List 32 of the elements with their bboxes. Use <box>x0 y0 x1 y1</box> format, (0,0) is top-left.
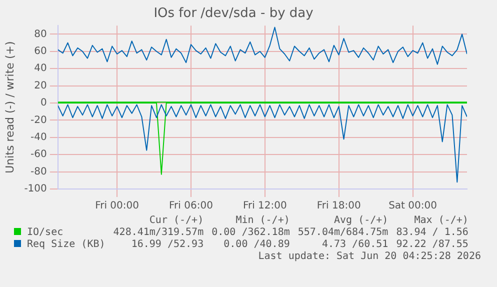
x-tick-label: Fri 00:00 <box>95 200 140 212</box>
text: 16.99 /52.93 <box>130 239 205 251</box>
text: 428.41m/319.57m <box>112 227 205 239</box>
y-axis-title: Units read (-) / write (+) <box>3 41 16 174</box>
x-tick-label: Sat 00:00 <box>388 200 437 212</box>
legend-label: Req Size (KB) <box>26 239 106 251</box>
text: 0.00 /362.18m <box>210 227 291 239</box>
y-tick-label: 20 <box>34 80 47 92</box>
text: 557.04m/684.75m <box>296 227 390 239</box>
y-tick-label: -100 <box>24 184 47 195</box>
text: Max (-/+) <box>413 215 470 227</box>
text: 0.00 /40.89 <box>222 239 291 251</box>
text: 83.94 / 1.56 <box>395 227 470 239</box>
x-tick-label: Fri 06:00 <box>169 200 213 212</box>
chart-title: IOs for /dev/sda - by day <box>154 6 314 22</box>
y-tick-label: -40 <box>30 132 47 143</box>
y-tick-label: 40 <box>34 63 47 74</box>
y-tick-label: 60 <box>34 46 47 57</box>
y-tick-label: -20 <box>30 114 47 126</box>
text: 92.22 /87.55 <box>395 239 470 251</box>
text: Last update: Sat Jun 20 04:25:28 2026 <box>257 251 482 263</box>
y-tick-label: 80 <box>34 28 47 40</box>
legend-label: IO/sec <box>26 227 64 239</box>
text: Avg (-/+) <box>333 215 390 227</box>
y-tick-label: -80 <box>30 166 47 178</box>
text: Cur (-/+) <box>148 215 205 227</box>
y-tick-label: 0 <box>40 98 47 109</box>
y-tick-label: -60 <box>30 149 47 160</box>
x-tick-label: Fri 12:00 <box>242 200 287 212</box>
text: 4.73 /60.51 <box>320 239 390 251</box>
text: Min (-/+) <box>234 215 291 227</box>
x-tick-label: Fri 18:00 <box>316 200 361 212</box>
